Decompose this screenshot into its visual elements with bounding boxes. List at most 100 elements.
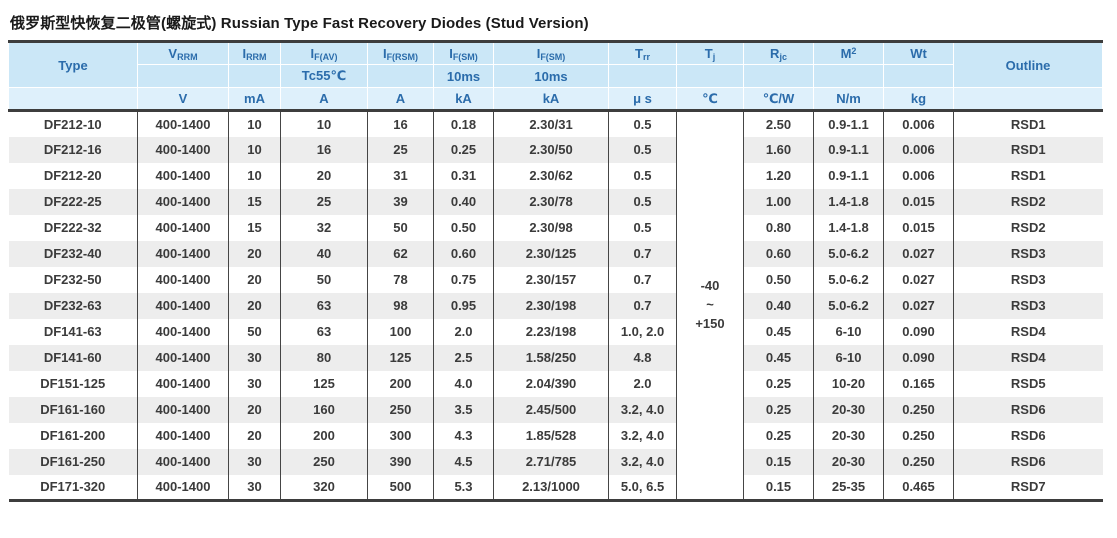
unit-ifsm-1: kA [433, 87, 494, 112]
cell-trr: 0.5 [608, 188, 677, 215]
cell-rjc: 0.80 [743, 214, 814, 241]
cell-wt: 0.006 [883, 110, 954, 137]
cell-ifrsm: 390 [367, 448, 434, 475]
cell-vrrm: 400-1400 [137, 188, 229, 215]
cell-ifav: 80 [280, 344, 368, 371]
cell-ifsm1: 2.5 [433, 344, 494, 371]
table-row: DF212-10 400-1400 10 10 16 0.18 2.30/31 0.5 -40 ~… [9, 110, 1103, 501]
cell-wt: 0.015 [883, 188, 954, 215]
cell-wt: 0.027 [883, 292, 954, 319]
cell-wt: 0.250 [883, 422, 954, 449]
cell-ifsm1: 0.50 [433, 214, 494, 241]
cell-vrrm: 400-1400 [137, 370, 229, 397]
cell-rjc: 0.15 [743, 448, 814, 475]
cell-m2: 0.9-1.1 [813, 136, 884, 163]
cell-irrm: 20 [228, 266, 281, 293]
cell-type: DF232-40 [8, 240, 138, 267]
cell-irrm: 30 [228, 474, 281, 501]
cell-m2: 1.4-1.8 [813, 214, 884, 241]
cell-ifsm1: 4.3 [433, 422, 494, 449]
cell-outline: RSD6 [953, 422, 1103, 449]
cell-trr: 3.2, 4.0 [608, 422, 677, 449]
cell-rjc: 0.15 [743, 474, 814, 501]
cell-ifrsm: 39 [367, 188, 434, 215]
cell-trr: 3.2, 4.0 [608, 396, 677, 423]
cell-ifrsm: 78 [367, 266, 434, 293]
cell-trr: 0.5 [608, 162, 677, 189]
cell-ifav: 125 [280, 370, 368, 397]
cell-ifav: 50 [280, 266, 368, 293]
cell-rjc: 0.45 [743, 318, 814, 345]
col-header-irrm: IRRM [228, 41, 281, 65]
cell-type: DF212-10 [43, 116, 102, 132]
cond-rjc [743, 64, 814, 88]
cell-ifsm1: 4.0 [433, 370, 494, 397]
cell-irrm: 15 [228, 188, 281, 215]
cell-outline: RSD5 [953, 370, 1103, 397]
cell-trr: 0.5 [608, 136, 677, 163]
cond-irrm [228, 64, 281, 88]
col-header-ifsm-1: IF(SM) [433, 41, 494, 65]
cell-ifsm1: 0.60 [433, 240, 494, 267]
cell-wt: 0.027 [883, 266, 954, 293]
table-row: DF232-50 400-1400 20 50 78 0.75 2.30/157 0.7 0.5… [9, 266, 1103, 293]
cell-irrm: 30 [228, 370, 281, 397]
cell-ifsm2: 2.23/198 [493, 318, 609, 345]
cell-outline: RSD2 [953, 214, 1103, 241]
table-row: DF222-32 400-1400 15 32 50 0.50 2.30/98 0.5 0.80… [9, 214, 1103, 241]
cell-irrm: 10 [228, 162, 281, 189]
cell-type: DF212-20 [43, 168, 102, 183]
cell-outline: RSD3 [953, 292, 1103, 319]
cell-type: DF232-50 [43, 272, 102, 287]
col-header-vrrm: VRRM [137, 41, 229, 65]
cell-wt: 0.250 [883, 396, 954, 423]
cell-ifsm2: 1.85/528 [493, 422, 609, 449]
cell-rjc: 1.20 [743, 162, 814, 189]
cell-m2: 0.9-1.1 [813, 162, 884, 189]
cell-trr: 0.5 [608, 214, 677, 241]
cell-trr: 5.0, 6.5 [608, 474, 677, 501]
table-row: DF171-320 400-1400 30 320 500 5.3 2.13/1000 5.0… [9, 474, 1103, 501]
cell-ifav: 200 [280, 422, 368, 449]
cell-ifsm2: 2.30/98 [493, 214, 609, 241]
cell-vrrm: 400-1400 [137, 214, 229, 241]
cell-ifsm1: 2.0 [433, 318, 494, 345]
cell-m2: 25-35 [813, 474, 884, 501]
unit-vrrm: V [137, 87, 229, 112]
cell-outline: RSD1 [953, 162, 1103, 189]
unit-ifav: A [280, 87, 368, 112]
cell-trr: 4.8 [608, 344, 677, 371]
cell-ifrsm: 50 [367, 214, 434, 241]
cell-irrm: 20 [228, 292, 281, 319]
cell-ifsm1: 0.95 [433, 292, 494, 319]
cell-trr: 2.0 [608, 370, 677, 397]
cell-outline: RSD4 [953, 344, 1103, 371]
table-row: DF161-200 400-1400 20 200 300 4.3 1.85/528 3.2,… [9, 422, 1103, 449]
cell-vrrm: 400-1400 [137, 266, 229, 293]
table-row: DF232-40 400-1400 20 40 62 0.60 2.30/125 0.7 0.6… [8, 240, 1103, 267]
cell-rjc: 1.60 [743, 136, 814, 163]
cell-m2: 20-30 [813, 422, 884, 449]
cell-vrrm: 400-1400 [137, 396, 229, 423]
cell-ifrsm: 16 [367, 110, 434, 137]
cell-rjc: 0.25 [743, 422, 814, 449]
cell-type: DF222-25 [8, 188, 138, 215]
unit-outline [953, 87, 1103, 112]
cell-outline: RSD4 [953, 318, 1103, 345]
cell-ifsm2: 2.45/500 [493, 396, 609, 423]
table-row: DF212-16 400-1400 10 16 25 0.25 2.30/50 0.5 1.60… [8, 136, 1103, 163]
cell-ifav: 32 [280, 214, 368, 241]
cell-trr: 0.7 [608, 292, 677, 319]
cell-ifav: 25 [280, 188, 368, 215]
unit-irrm: mA [228, 87, 281, 112]
cell-irrm: 20 [228, 396, 281, 423]
cell-type: DF161-200 [40, 428, 106, 443]
cell-ifsm1: 4.5 [433, 448, 494, 475]
cell-trr: 0.7 [608, 266, 677, 293]
table-row: DF161-160 400-1400 20 160 250 3.5 2.45/500 3.2,… [8, 396, 1103, 423]
cell-ifsm1: 5.3 [433, 474, 494, 501]
cell-wt: 0.165 [883, 370, 954, 397]
col-header-wt: Wt [883, 41, 954, 65]
cell-m2: 20-30 [813, 396, 884, 423]
cell-ifrsm: 300 [367, 422, 434, 449]
